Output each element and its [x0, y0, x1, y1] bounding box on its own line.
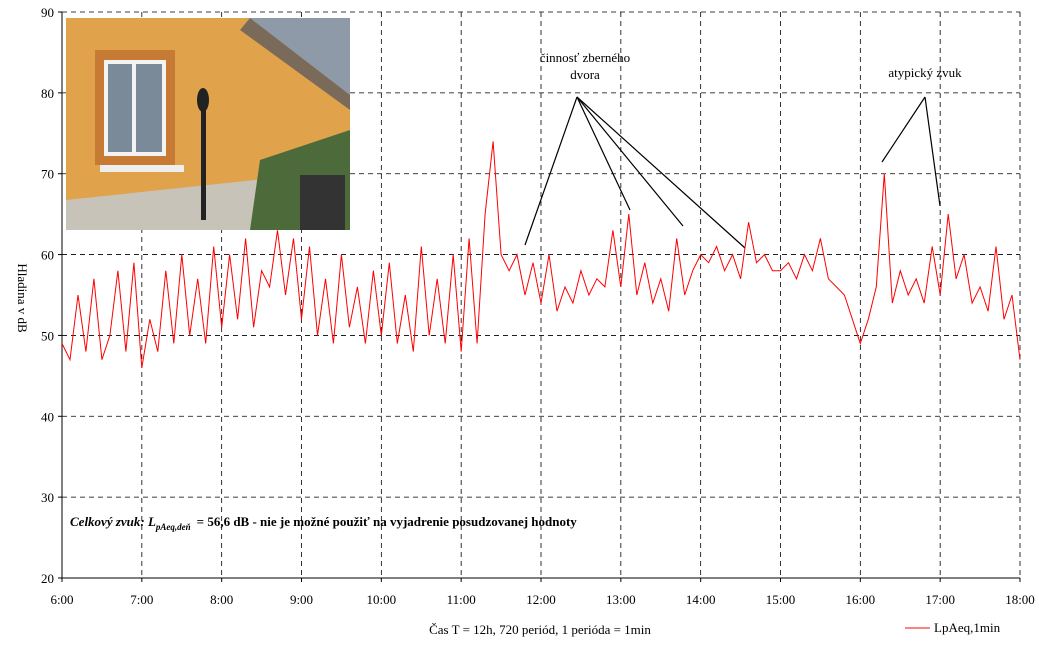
x-tick-label: 11:00 — [447, 592, 476, 607]
note: Celkový zvuk: LpAeq,deň = 56,6 dB - nie j… — [70, 514, 577, 532]
y-tick-label: 90 — [41, 5, 54, 20]
y-tick-label: 50 — [41, 328, 54, 343]
note-subscript: pAeq,deň — [155, 522, 191, 532]
x-tick-label: 13:00 — [606, 592, 636, 607]
annotation: atypický zvuk — [888, 65, 962, 80]
y-tick-label: 20 — [41, 571, 54, 586]
y-tick-label: 40 — [41, 409, 54, 424]
note-suffix: = 56,6 dB - nie je možné použiť na vyjad… — [197, 514, 578, 529]
x-tick-label: 12:00 — [526, 592, 556, 607]
photo — [66, 18, 350, 230]
y-axis-label: Hladina v dB — [15, 263, 30, 333]
data-line — [61, 141, 1021, 368]
x-tick-label: 6:00 — [50, 592, 73, 607]
y-tick-label: 30 — [41, 490, 54, 505]
y-tick-label: 80 — [41, 86, 54, 101]
y-tick-label: 70 — [41, 167, 54, 182]
grid — [61, 11, 1021, 579]
legend-label: LpAeq,1min — [934, 620, 1001, 635]
x-tick-label: 16:00 — [846, 592, 876, 607]
arrows — [524, 96, 941, 249]
x-tick-label: 8:00 — [210, 592, 233, 607]
annotation: činnosť zberného dvora — [540, 50, 630, 82]
y-tick-label: 60 — [41, 248, 54, 263]
annotation-text: dvora — [570, 67, 600, 82]
note-prefix: Celkový zvuk: L — [70, 514, 156, 529]
x-tick-label: 10:00 — [367, 592, 397, 607]
annotation-text: činnosť zberného — [540, 50, 630, 65]
x-tick-label: 7:00 — [130, 592, 153, 607]
x-tick-label: 9:00 — [290, 592, 313, 607]
x-tick-label: 15:00 — [766, 592, 796, 607]
x-tick-label: 14:00 — [686, 592, 716, 607]
x-axis-label: Čas T = 12h, 720 periód, 1 perióda = 1mi… — [429, 622, 651, 637]
x-tick-label: 18:00 — [1005, 592, 1035, 607]
x-tick-label: 17:00 — [925, 592, 955, 607]
